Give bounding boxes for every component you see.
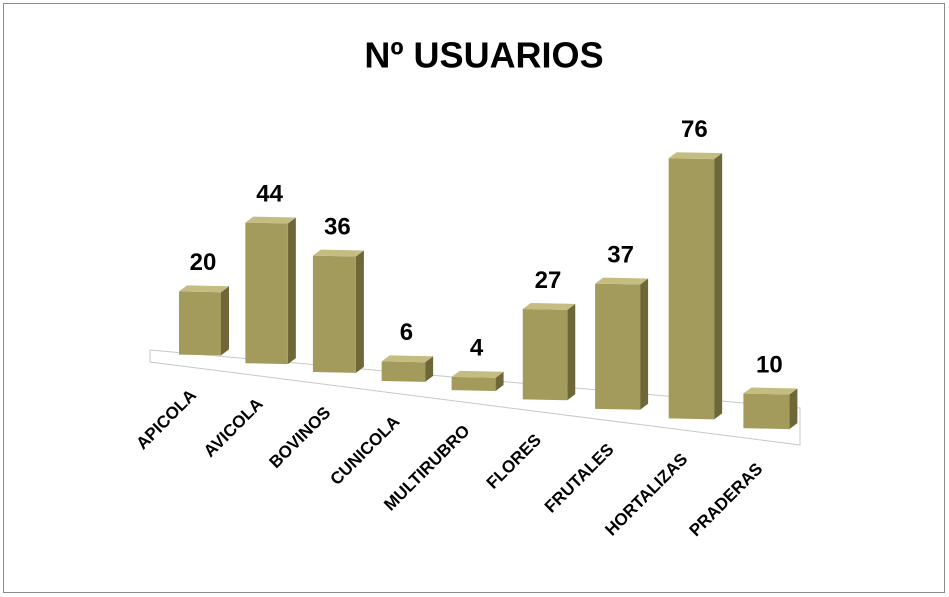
bar [743, 393, 790, 430]
floor [149, 349, 801, 446]
value-label: 44 [256, 180, 283, 207]
bar-side [567, 303, 576, 401]
bar [668, 158, 715, 420]
bar-top [743, 387, 798, 395]
chart-title: Nº USUARIOS [364, 35, 603, 76]
value-label: 36 [324, 213, 351, 240]
bar-top [245, 216, 296, 224]
bar [179, 291, 221, 356]
bar-side [789, 388, 798, 430]
bar-side [495, 371, 504, 392]
bar [245, 222, 288, 365]
bar-top [381, 355, 434, 363]
bar [451, 376, 496, 392]
bar-side [714, 153, 723, 420]
value-label: 76 [681, 116, 708, 143]
value-label: 20 [190, 249, 217, 276]
bar-top [595, 277, 649, 285]
bar [381, 361, 426, 382]
bar [595, 283, 641, 410]
bar-side [221, 286, 229, 356]
bar-side [287, 217, 296, 365]
bar-top [312, 249, 364, 257]
value-label: 27 [535, 267, 562, 294]
bar [522, 309, 568, 401]
chart-border [3, 3, 945, 593]
bar-top [522, 303, 576, 310]
value-label: 10 [756, 351, 783, 378]
bar-top [451, 370, 504, 378]
bar-top [668, 152, 723, 160]
bar-side [640, 278, 649, 410]
value-label: 4 [470, 335, 484, 362]
value-label: 37 [607, 241, 634, 268]
bar [312, 255, 356, 373]
bar-top [179, 285, 229, 293]
bar-side [355, 250, 364, 373]
value-label: 6 [400, 319, 413, 346]
bar-side [425, 356, 434, 382]
